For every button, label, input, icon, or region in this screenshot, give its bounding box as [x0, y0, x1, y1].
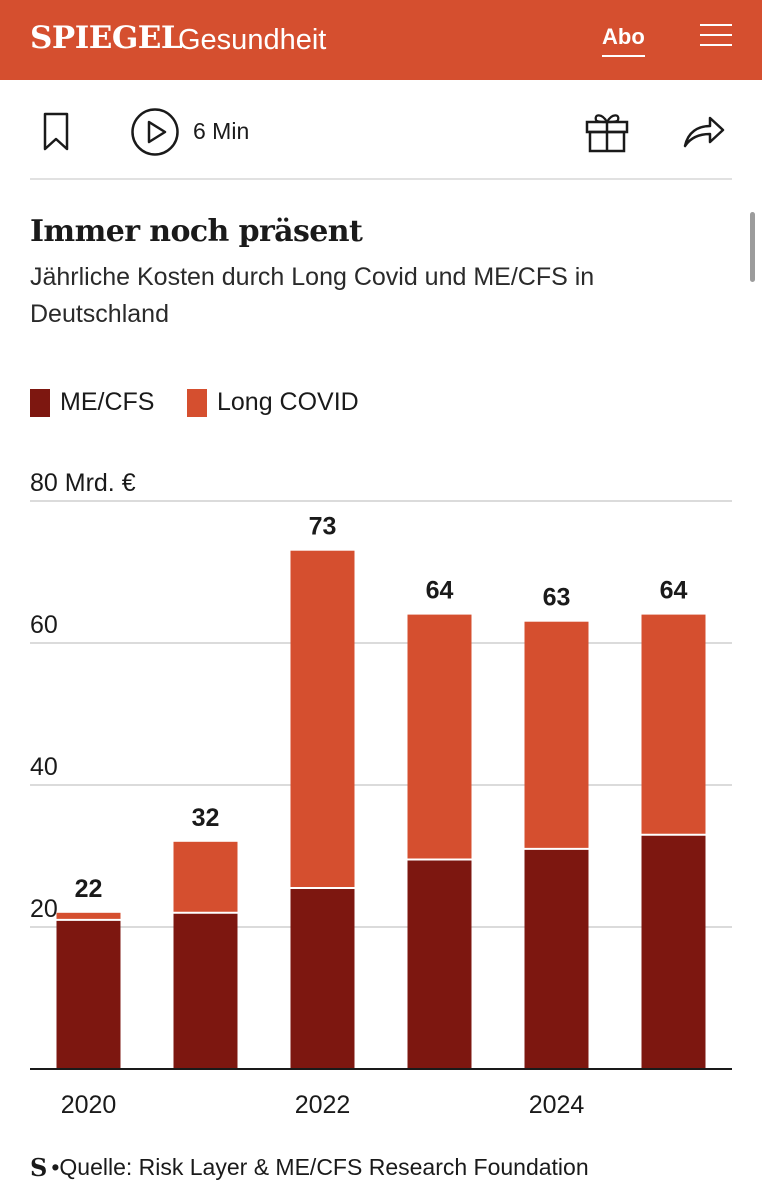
bar-segment-mecfs: [56, 919, 121, 1069]
bar-total-label: 73: [309, 513, 337, 541]
source-text: •Quelle: Risk Layer & ME/CFS Research Fo…: [51, 1154, 589, 1180]
toolbar-divider: [30, 178, 732, 180]
gift-icon[interactable]: [585, 110, 629, 159]
bar-segment-mecfs: [407, 859, 472, 1069]
bar-total-label: 32: [192, 804, 220, 832]
bar-segment-long-covid: [173, 841, 238, 913]
bar-segment-mecfs: [173, 912, 238, 1069]
legend-item-long-covid: Long COVID: [187, 388, 359, 417]
bar-segment-long-covid: [407, 614, 472, 860]
play-icon: [131, 108, 179, 156]
x-tick-label: 2024: [529, 1091, 585, 1119]
bar-total-label: 64: [660, 577, 688, 605]
spiegel-logo[interactable]: SPIEGEL: [30, 20, 183, 56]
y-tick-label: 20: [30, 895, 58, 923]
legend-label-long-covid: Long COVID: [217, 388, 359, 416]
hamburger-menu-icon[interactable]: [700, 24, 734, 48]
chart-title: Immer noch präsent: [30, 214, 363, 249]
x-tick-label: 2022: [295, 1091, 351, 1119]
y-tick-label: 60: [30, 611, 58, 639]
abo-link[interactable]: Abo: [602, 24, 645, 57]
bar-segment-mecfs: [290, 887, 355, 1069]
x-tick-label: 2020: [61, 1091, 117, 1119]
y-tick-label: 40: [30, 753, 58, 781]
bar-segment-long-covid: [641, 614, 706, 835]
bar-total-label: 64: [426, 577, 454, 605]
chart-source: S •Quelle: Risk Layer & ME/CFS Research …: [30, 1153, 589, 1182]
share-icon[interactable]: [682, 112, 726, 155]
bar-segment-long-covid: [290, 550, 355, 888]
section-title[interactable]: Gesundheit: [178, 24, 327, 56]
spiegel-s-logo: S: [30, 1153, 48, 1182]
bar-segment-mecfs: [524, 848, 589, 1069]
y-tick-label: 80 Mrd. €: [30, 469, 136, 497]
scrollbar-thumb[interactable]: [750, 212, 755, 282]
legend-swatch-long-covid: [187, 388, 207, 417]
top-navigation-bar: SPIEGEL Gesundheit Abo: [0, 0, 762, 80]
bar-segment-mecfs: [641, 834, 706, 1069]
audio-duration[interactable]: 6 Min: [193, 118, 250, 144]
legend-item-mecfs: ME/CFS: [30, 388, 154, 417]
legend-swatch-mecfs: [30, 388, 50, 417]
chart-subtitle: Jährliche Kosten durch Long Covid und ME…: [30, 263, 595, 328]
bar-segment-long-covid: [56, 912, 121, 920]
bar-segment-long-covid: [524, 621, 589, 849]
bar-total-label: 63: [543, 584, 571, 612]
bar-total-label: 22: [75, 875, 103, 903]
bookmark-icon[interactable]: [42, 112, 70, 157]
legend-label-mecfs: ME/CFS: [60, 388, 155, 416]
audio-play-button[interactable]: [130, 107, 180, 162]
